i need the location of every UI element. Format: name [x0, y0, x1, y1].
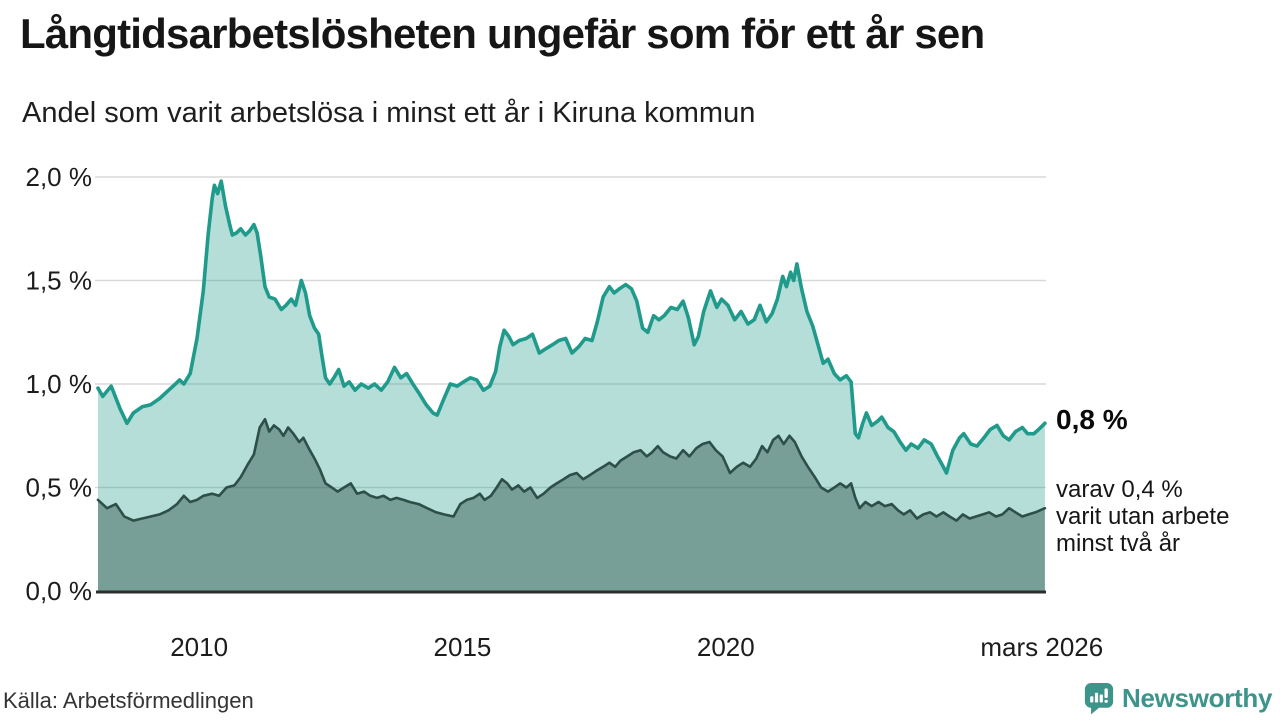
source-note: Källa: Arbetsförmedlingen [3, 688, 254, 713]
x-tick-label: 2010 [170, 632, 228, 662]
latest-value-label: 0,8 % [1056, 404, 1128, 435]
area-series-2 [98, 419, 1045, 591]
line-series-1 [96, 179, 1047, 475]
bubble-shape [1084, 683, 1114, 715]
newsworthy-bubble-icon [1084, 683, 1114, 715]
x-tick-label: 2020 [697, 632, 755, 662]
breakdown-line: varit utan arbete [1056, 503, 1230, 530]
breakdown-annotation: varav 0,4 % varit utan arbete minst två … [1056, 476, 1229, 557]
brand-wordmark: Newsworthy [1122, 683, 1273, 713]
y-tick-label: 2,0 % [26, 162, 93, 192]
x-tick-label: mars 2026 [980, 632, 1103, 662]
page-subtitle: Andel som varit arbetslösa i minst ett å… [22, 97, 756, 129]
y-tick-label: 1,0 % [26, 369, 93, 399]
bar-icon [1099, 694, 1103, 703]
x-tick-label: 2015 [434, 632, 492, 662]
bar-icon [1090, 696, 1094, 703]
page-title: Långtidsarbetslösheten ungefär som för e… [20, 10, 985, 57]
y-tick-label: 0,5 % [26, 473, 93, 503]
y-tick-label: 0,0 % [26, 576, 93, 606]
line-series-2 [96, 417, 1047, 522]
breakdown-line: minst två år [1056, 530, 1181, 557]
newsworthy-logo[interactable]: Newsworthy [1084, 682, 1272, 715]
y-tick-label: 1,5 % [26, 266, 93, 296]
exclamation-icon [1104, 688, 1108, 699]
breakdown-line: varav 0,4 % [1056, 476, 1183, 503]
exclamation-dot-icon [1104, 699, 1108, 703]
bar-icon [1094, 692, 1099, 703]
